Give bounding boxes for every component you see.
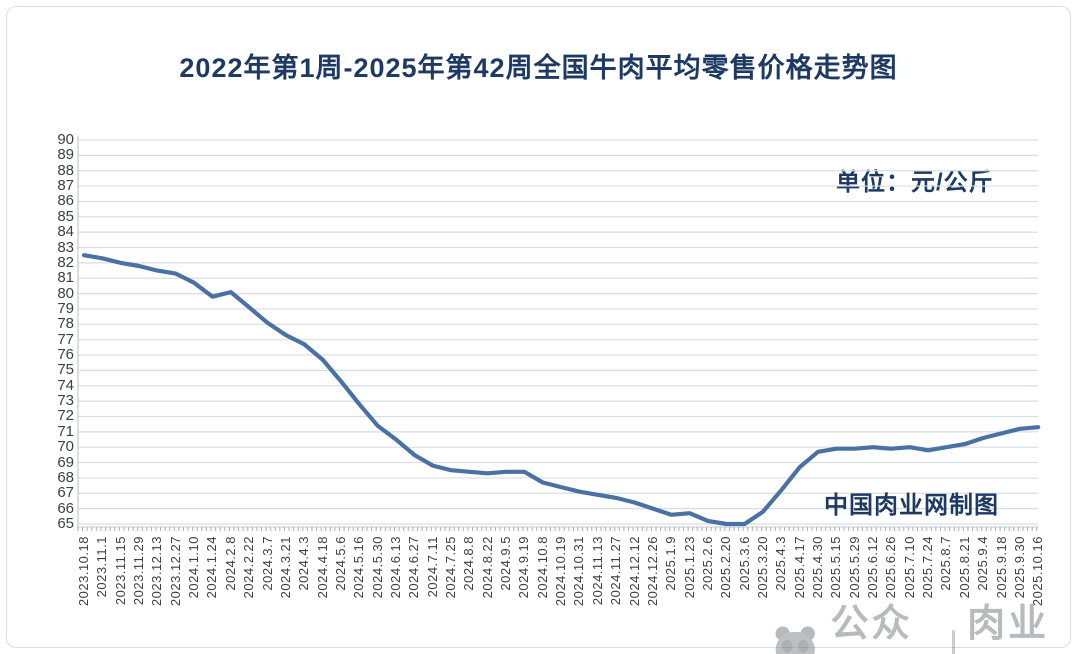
x-axis-label: 2024.1.24 [204, 536, 220, 599]
y-axis-label: 85 [57, 207, 74, 225]
y-axis-label: 90 [57, 131, 74, 148]
x-axis-label: 2024.2.8 [222, 536, 238, 591]
y-axis-label: 89 [57, 146, 74, 164]
credit-label: 中国肉业网制图 [824, 492, 999, 519]
x-axis-label: 2023.12.13 [149, 536, 165, 607]
x-axis-label: 2023.10.18 [76, 536, 91, 607]
x-axis-label: 2024.4.18 [314, 536, 330, 599]
x-axis-label: 2025.1.9 [663, 536, 679, 591]
y-axis-label: 65 [57, 515, 74, 532]
y-axis-label: 80 [57, 284, 74, 302]
y-axis-label: 75 [57, 361, 74, 379]
x-axis-label: 2024.8.22 [479, 536, 495, 599]
y-axis-label: 73 [57, 392, 74, 410]
x-axis-label: 2024.11.27 [608, 536, 624, 606]
x-axis-label: 2025.4.30 [810, 536, 825, 599]
y-axis-label: 82 [57, 253, 74, 271]
x-axis-label: 2025.3.6 [736, 536, 752, 591]
x-axis-label: 2025.7.24 [920, 536, 936, 599]
y-axis-label: 67 [57, 484, 74, 502]
x-axis-label: 2025.7.10 [901, 536, 917, 599]
x-axis-label: 2023.12.27 [167, 536, 183, 607]
x-axis-label: 2024.1.10 [186, 536, 202, 599]
y-axis-label: 66 [57, 499, 74, 517]
x-axis-label: 2024.8.8 [461, 536, 477, 591]
x-axis-label: 2025.2.20 [718, 536, 734, 599]
price-line [81, 253, 1041, 527]
x-axis-label: 2023.11.1 [94, 536, 110, 598]
x-axis-label: 2025.3.20 [754, 536, 770, 599]
y-axis-label: 81 [57, 269, 74, 287]
x-axis-label: 2025.8.21 [956, 536, 972, 599]
x-axis-label: 2023.11.15 [112, 536, 128, 606]
x-axis-label: 2024.7.11 [424, 536, 440, 598]
x-axis-label: 2024.6.13 [387, 536, 403, 599]
x-axis-label: 2025.2.6 [699, 536, 715, 591]
y-axis-label: 86 [57, 192, 74, 210]
x-axis-label: 2024.5.16 [351, 536, 367, 599]
y-axis-label: 77 [57, 330, 74, 348]
x-axis-label: 2025.10.16 [1030, 536, 1046, 607]
x-axis-label: 2023.11.29 [131, 536, 147, 606]
y-axis-label: 78 [57, 315, 74, 333]
chart-title: 2022年第1周-2025年第42周全国牛肉平均零售价格走势图 [179, 53, 898, 83]
x-axis-label: 2024.9.19 [516, 536, 532, 599]
y-axis-label: 83 [57, 238, 74, 256]
x-axis-label: 2024.5.6 [332, 536, 348, 591]
y-axis-label: 71 [57, 422, 74, 440]
x-axis-label: 2024.3.7 [259, 536, 275, 591]
y-axis-label: 69 [57, 453, 74, 471]
x-axis-label: 2024.10.19 [553, 536, 569, 607]
y-axis-label: 84 [57, 223, 74, 241]
x-axis-label: 2025.6.12 [865, 536, 881, 599]
unit-label: 单位：元/公斤 [836, 169, 994, 196]
x-axis-label: 2025.4.3 [773, 536, 789, 591]
x-axis-label: 2025.9.30 [1011, 536, 1027, 599]
y-axis-label: 76 [57, 346, 74, 364]
x-axis-label: 2024.6.27 [406, 536, 422, 599]
x-axis-label: 2025.9.4 [975, 536, 991, 591]
x-axis-label: 2025.1.23 [681, 536, 697, 599]
chart-frame-border [6, 6, 1071, 648]
y-axis-label: 72 [57, 407, 74, 425]
y-axis-label: 79 [57, 299, 74, 317]
x-axis-label: 2025.6.26 [883, 536, 899, 599]
x-axis-label: 2024.11.13 [589, 536, 605, 606]
y-axis-label: 74 [57, 376, 74, 394]
y-axis-label: 68 [57, 468, 74, 486]
x-axis-label: 2024.2.22 [241, 536, 257, 599]
x-axis-label: 2025.5.29 [846, 536, 862, 599]
x-axis-label: 2024.7.25 [443, 536, 458, 599]
x-axis-label: 2025.5.15 [828, 536, 844, 599]
y-axis-label: 87 [57, 177, 74, 195]
x-axis-label: 2025.4.17 [791, 536, 807, 599]
x-axis-label: 2024.12.26 [644, 536, 660, 607]
y-axis-label: 88 [57, 161, 74, 179]
x-axis-label: 2024.4.3 [296, 536, 312, 591]
x-axis-label: 2025.9.18 [993, 536, 1009, 599]
x-axis-label: 2024.9.5 [498, 536, 514, 591]
x-axis-label: 2024.5.30 [369, 536, 385, 599]
y-axis-label: 70 [57, 438, 74, 456]
x-axis-label: 2024.10.8 [534, 536, 550, 599]
x-axis-label: 2024.10.31 [571, 536, 587, 607]
x-axis-label: 2024.12.12 [626, 536, 642, 607]
x-axis-label: 2025.8.7 [938, 536, 954, 591]
x-axis-label: 2024.3.21 [277, 536, 293, 599]
